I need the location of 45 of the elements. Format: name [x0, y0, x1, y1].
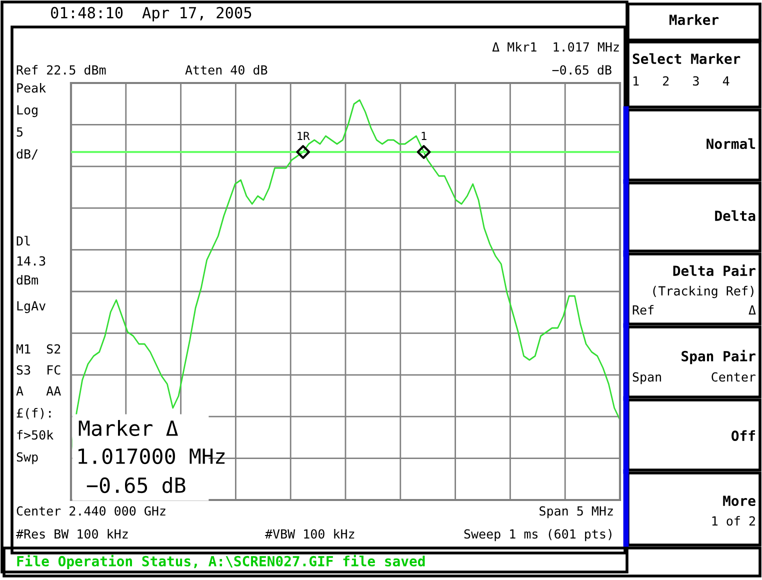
text: Swp — [16, 452, 38, 464]
text: #VBW 100 kHz — [265, 528, 354, 539]
annotation: −0.65 dB — [86, 476, 186, 494]
text: LgAv — [17, 301, 46, 314]
text: More — [723, 496, 756, 506]
text: Ref 22.5 dBm — [16, 64, 106, 75]
text: Normal — [706, 138, 756, 150]
text: Log — [17, 105, 38, 118]
text: Span 5 MHz — [540, 506, 613, 518]
annotation: 1R — [298, 132, 310, 140]
text: Dl — [16, 236, 30, 246]
text: Select Marker — [632, 53, 740, 64]
text: Span Pair — [682, 350, 756, 364]
annotation: 1 — [422, 132, 426, 140]
text: Off — [732, 430, 755, 442]
text: Atten 40 dB — [185, 64, 268, 75]
text: Center — [712, 372, 756, 382]
text: Ref — [632, 304, 654, 315]
text: 1 of 2 — [712, 516, 755, 526]
text: £(f): — [16, 408, 51, 420]
text: Peak — [17, 82, 46, 93]
text: (Tracking Ref) — [653, 286, 754, 298]
text: 14.3 — [18, 256, 46, 266]
text: Marker — [670, 14, 719, 26]
text: dB/ — [16, 148, 38, 160]
annotation: 1.017000 MHz — [78, 448, 225, 464]
text: −0.65 dB — [552, 64, 612, 75]
text: File Operation Status, A:\SCREN027.GIF file saved — [17, 554, 425, 570]
text: S3 FC — [16, 365, 60, 375]
text: M1 S2 — [16, 344, 60, 354]
text: Δ Mkr1 1.017 MHz — [492, 42, 619, 52]
text: f>50k — [17, 430, 54, 440]
text: 1 2 3 4 — [634, 76, 730, 86]
text: Span — [632, 372, 661, 384]
text: 01:48:10 Apr 17, 2005 — [50, 6, 252, 22]
text: Delta Pair — [673, 264, 756, 276]
text: A AA — [16, 386, 61, 396]
text: #Res BW 100 kHz — [16, 528, 128, 539]
text: Δ — [748, 305, 756, 314]
text: 5 — [16, 127, 23, 137]
text: Center 2.440 000 GHz — [16, 506, 166, 516]
text: Delta — [715, 210, 756, 222]
text: Sweep 1 ms (601 pts) — [464, 529, 612, 542]
annotation: Marker Δ — [78, 420, 178, 436]
text: dBm — [16, 274, 38, 285]
